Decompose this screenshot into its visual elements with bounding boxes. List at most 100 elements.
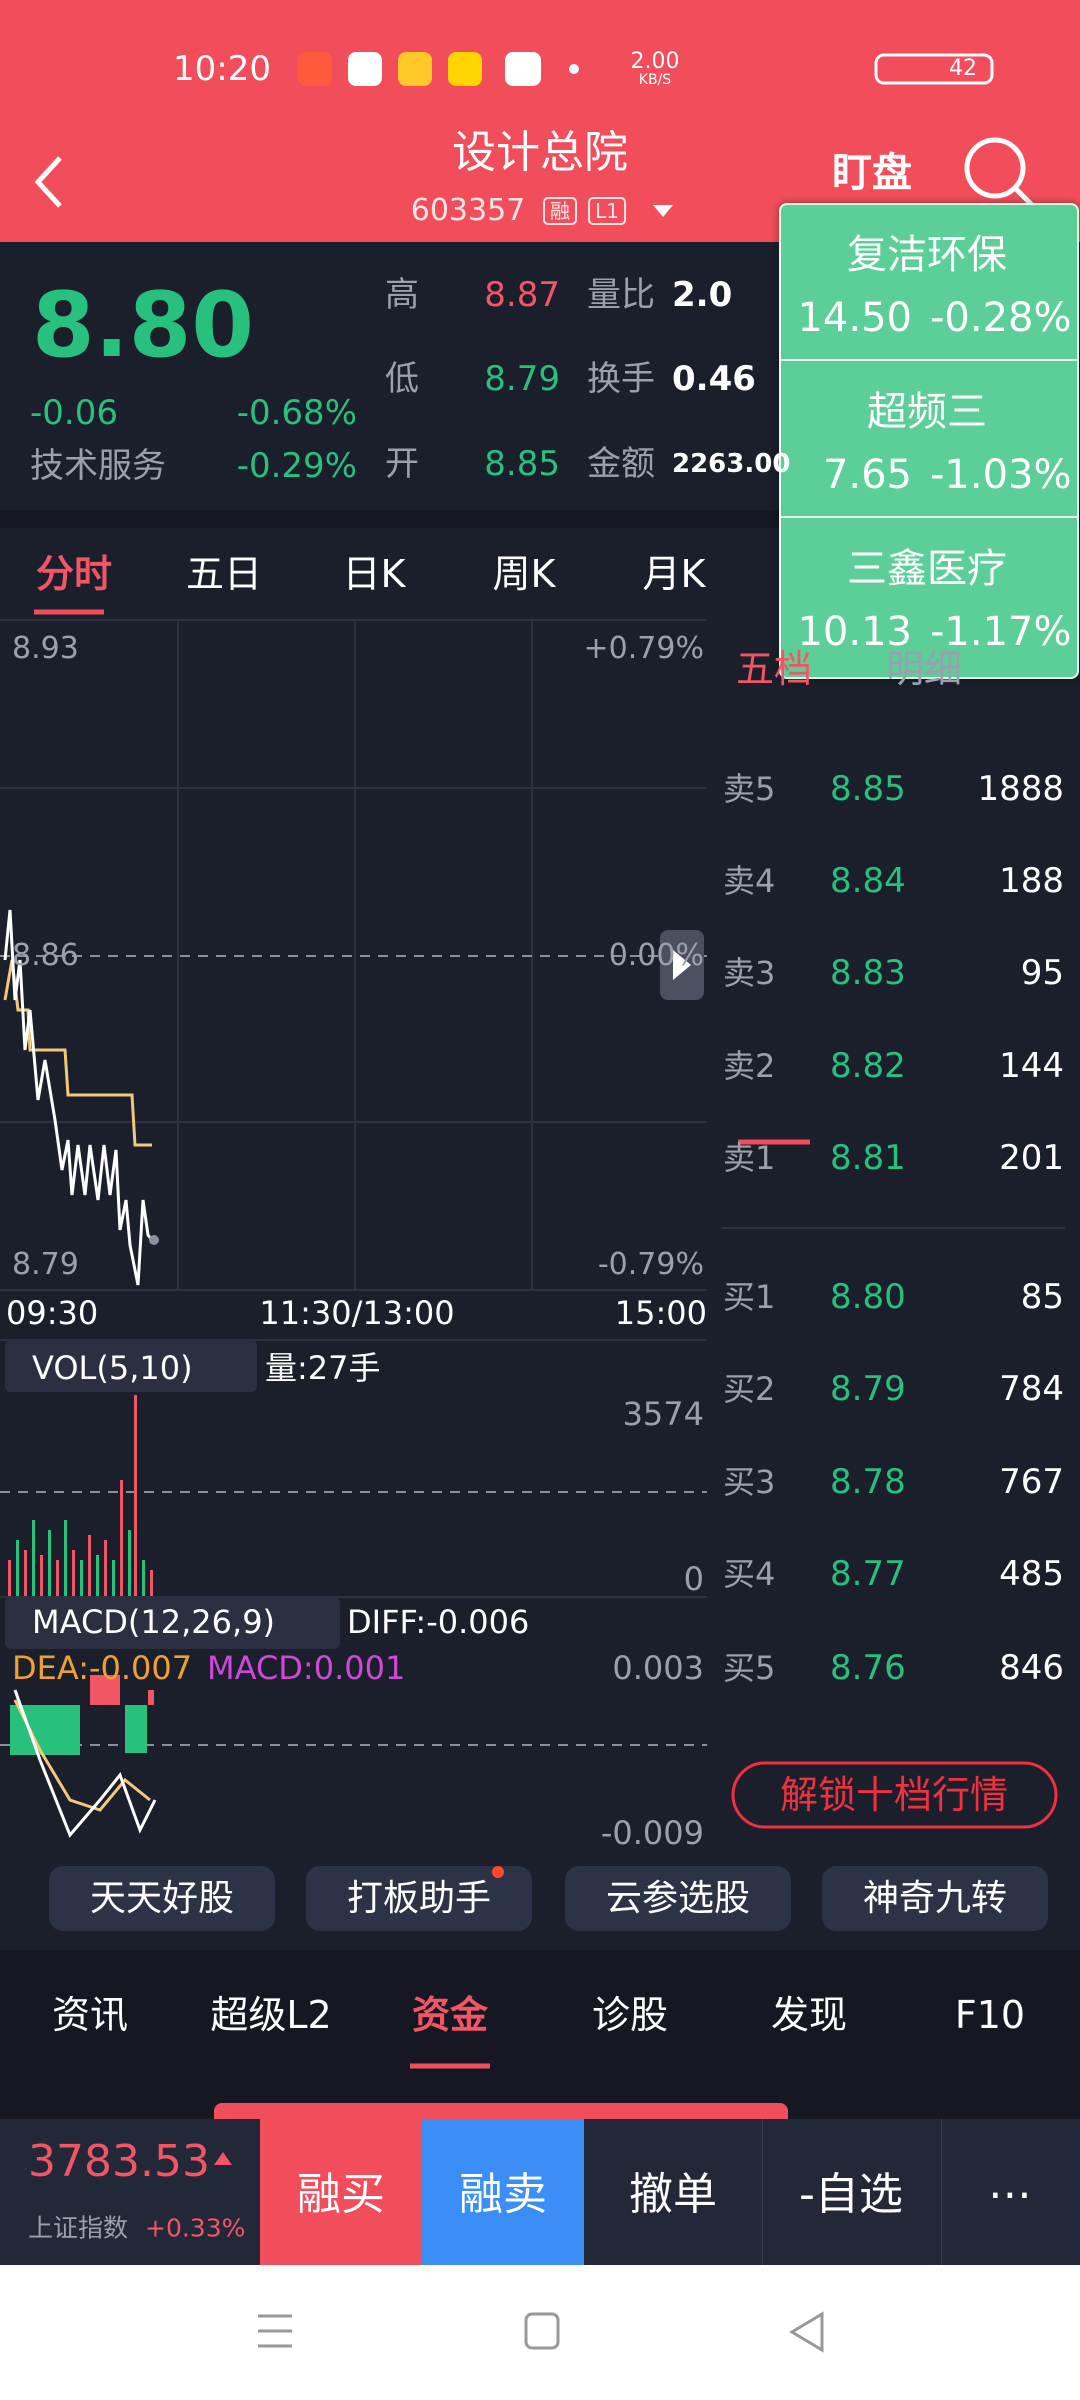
tool-button[interactable]: [49, 1866, 275, 1931]
book-label: 卖4: [723, 862, 776, 900]
chart-tab[interactable]: 五日: [185, 552, 263, 596]
pct-label: 0.00%: [608, 938, 704, 973]
sep: [941, 2119, 942, 2265]
tab-indicator: [214, 2103, 788, 2123]
sep: [781, 359, 1077, 361]
book-price: 8.78: [830, 1462, 906, 1502]
price-label: 8.93: [12, 631, 79, 666]
macd-max: 0.003: [612, 1649, 704, 1687]
tool-label[interactable]: 云参选股: [605, 1878, 751, 1919]
change: -0.06: [30, 393, 118, 433]
index-value: 3783.53: [28, 2136, 210, 2187]
nav-icons[interactable]: [258, 2311, 824, 2353]
stock-name: 设计总院: [452, 127, 628, 178]
chart-tab[interactable]: 月K: [642, 552, 706, 596]
stat-value: 8.87: [484, 275, 560, 315]
tool-label[interactable]: 神奇九转: [862, 1878, 1008, 1919]
book-label: 买3: [723, 1463, 776, 1501]
pct-label: -0.79%: [597, 1247, 704, 1282]
macd-box[interactable]: [5, 1597, 340, 1649]
time-label: 15:00: [614, 1294, 707, 1332]
book-price: 8.76: [830, 1648, 906, 1688]
bottom-tab[interactable]: F10: [954, 1993, 1026, 2037]
book-price: 8.77: [830, 1554, 906, 1594]
tool-button[interactable]: [306, 1866, 532, 1931]
book-label: 卖2: [723, 1047, 776, 1085]
tool-label[interactable]: 天天好股: [89, 1878, 235, 1919]
bottom-tab[interactable]: 诊股: [591, 1993, 669, 2037]
vol-min: 0: [683, 1560, 704, 1598]
macd-indicator: MACD(12,26,9): [32, 1603, 276, 1641]
nav-bar: [0, 2265, 1080, 2400]
macd-value: MACD:0.001: [207, 1649, 406, 1687]
stat-label: 低: [385, 359, 419, 399]
buy-bg[interactable]: [260, 2119, 422, 2265]
book-volume: 188: [999, 861, 1064, 901]
index-pct: +0.33%: [145, 2213, 246, 2243]
vol-box[interactable]: [5, 1340, 257, 1392]
chart-tab[interactable]: 日K: [342, 552, 406, 596]
book-label: 买4: [723, 1555, 776, 1593]
search[interactable]: [964, 137, 1026, 199]
book-price: 8.84: [830, 861, 906, 901]
action-button[interactable]: 撤单: [629, 2169, 717, 2220]
book-volume: 485: [999, 1554, 1064, 1594]
stat-value: 8.85: [484, 444, 560, 484]
popup-name: 三鑫医疗: [847, 546, 1007, 592]
action-button[interactable]: 融卖: [459, 2169, 547, 2220]
stat-label: 量比: [587, 275, 655, 315]
book-label: 卖5: [723, 770, 776, 808]
unlock-button[interactable]: [731, 1761, 1058, 1829]
net-unit: KB/S: [638, 72, 672, 88]
sell-bg[interactable]: [422, 2119, 584, 2265]
book-volume: 767: [999, 1462, 1064, 1502]
tool-button[interactable]: [822, 1866, 1048, 1931]
bottom-tab[interactable]: 超级L2: [210, 1993, 332, 2037]
book-volume: 95: [1020, 953, 1064, 993]
book-price: 8.85: [830, 769, 906, 809]
stat-value: 0.46: [672, 359, 756, 399]
action-button[interactable]: ⋯: [988, 2169, 1032, 2220]
book-tab[interactable]: 明细: [885, 647, 963, 691]
vol-indicator: VOL(5,10): [32, 1349, 193, 1387]
popup-price: 7.65: [822, 452, 912, 498]
dot: [569, 64, 579, 74]
book-label: 卖1: [723, 1139, 776, 1177]
price-label: 8.79: [12, 1247, 79, 1282]
book-price: 8.82: [830, 1046, 906, 1086]
battery: [874, 53, 994, 85]
stat-label: 高: [385, 275, 419, 315]
popup[interactable]: [779, 203, 1079, 679]
diff-line: [13, 1689, 157, 1838]
action-button[interactable]: -自选: [799, 2169, 903, 2220]
macd-min: -0.009: [600, 1814, 704, 1852]
book-tab[interactable]: 五档: [735, 647, 813, 691]
watch-button[interactable]: 盯盘: [832, 150, 912, 196]
sep: [781, 516, 1077, 518]
chart-tab[interactable]: 分时: [35, 552, 113, 596]
dropdown[interactable]: [653, 205, 673, 217]
dea-line: [13, 1699, 151, 1812]
tool-button[interactable]: [565, 1866, 791, 1931]
book-label: 买1: [723, 1278, 776, 1316]
bottom-tab[interactable]: 发现: [770, 1993, 848, 2037]
stat-label: 换手: [587, 359, 655, 399]
popup-name: 超频三: [867, 389, 987, 435]
badge: L1: [588, 197, 626, 225]
bottom-tab[interactable]: 资讯: [51, 1993, 129, 2037]
index-name: 上证指数: [28, 2213, 129, 2243]
back[interactable]: [34, 156, 62, 208]
bottom-tab[interactable]: 资金: [411, 1993, 489, 2037]
tool-label[interactable]: 打板助手: [346, 1878, 492, 1919]
book-volume: 846: [999, 1648, 1064, 1688]
clock: 10:20: [173, 49, 271, 89]
chart-tab[interactable]: 周K: [492, 552, 556, 596]
volume-bars: [8, 1395, 153, 1596]
sep: [762, 2119, 763, 2265]
unlock-text[interactable]: 解锁十档行情: [779, 1773, 1009, 1817]
popup-price: 10.13: [797, 609, 912, 655]
action-button[interactable]: 融买: [297, 2169, 385, 2220]
book-price: 8.79: [830, 1369, 906, 1409]
